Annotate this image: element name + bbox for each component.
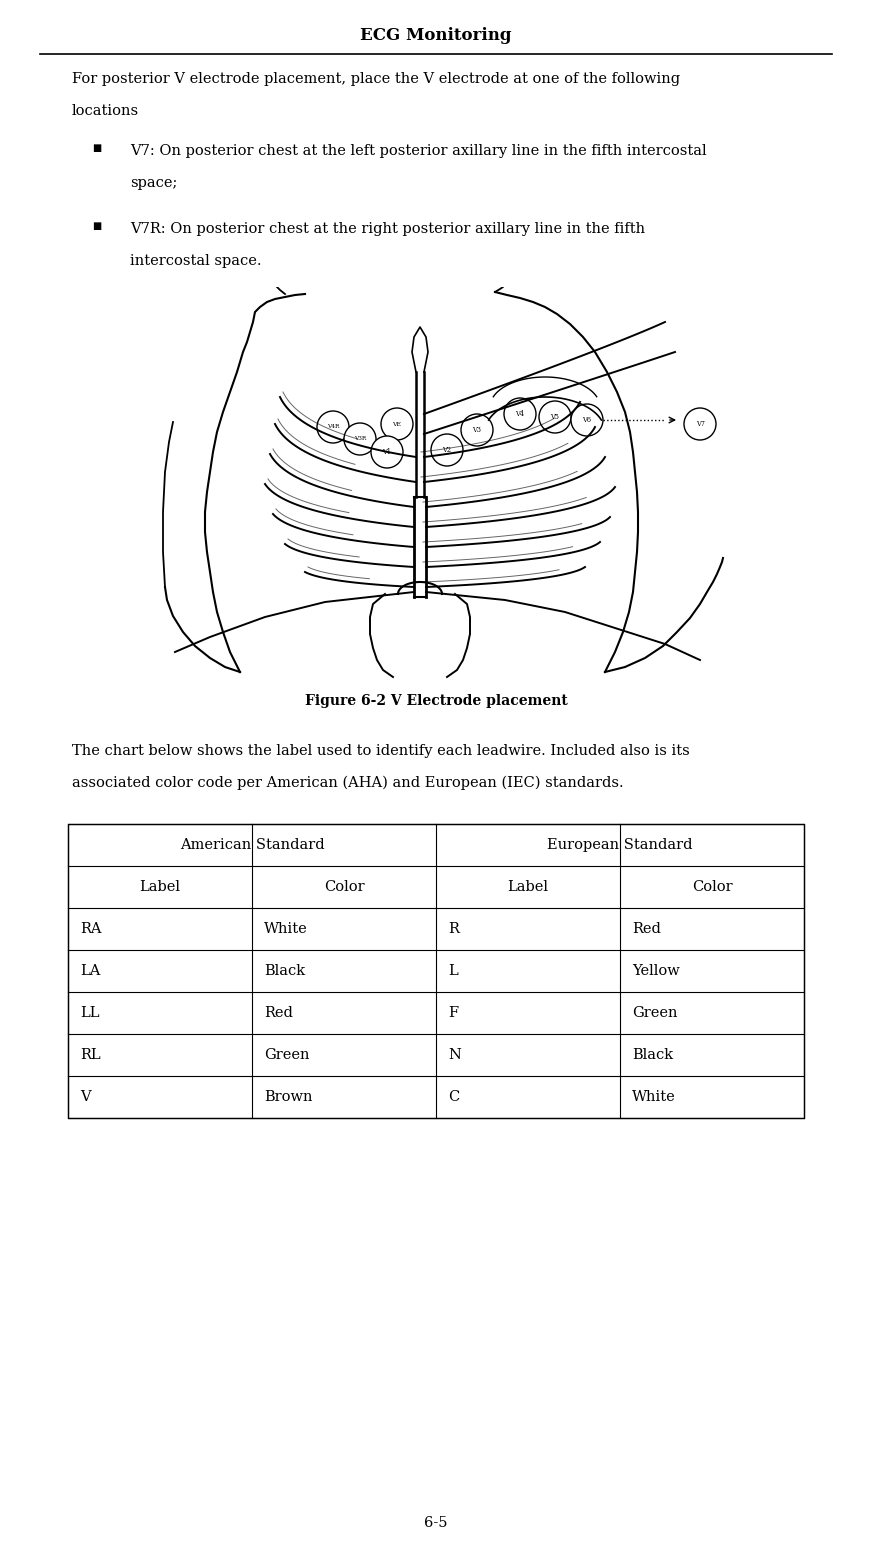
Text: Green: Green bbox=[264, 1048, 310, 1062]
Text: Green: Green bbox=[632, 1006, 678, 1020]
Circle shape bbox=[317, 411, 349, 442]
Circle shape bbox=[344, 424, 376, 455]
Text: Brown: Brown bbox=[264, 1090, 312, 1103]
Text: V4: V4 bbox=[515, 410, 525, 417]
Text: associated color code per American (AHA) and European (IEC) standards.: associated color code per American (AHA)… bbox=[72, 776, 623, 790]
Text: R: R bbox=[448, 922, 459, 936]
Text: White: White bbox=[264, 922, 308, 936]
Text: N: N bbox=[448, 1048, 461, 1062]
Bar bbox=[68, 824, 804, 1117]
Text: V2: V2 bbox=[442, 445, 452, 455]
Text: The chart below shows the label used to identify each leadwire. Included also is: The chart below shows the label used to … bbox=[72, 743, 690, 757]
Text: V: V bbox=[80, 1090, 91, 1103]
Text: Black: Black bbox=[264, 964, 305, 978]
Text: LA: LA bbox=[80, 964, 100, 978]
Text: Red: Red bbox=[632, 922, 661, 936]
Text: space;: space; bbox=[130, 175, 177, 189]
Text: Color: Color bbox=[691, 880, 732, 894]
Text: ■: ■ bbox=[92, 222, 101, 231]
Text: Black: Black bbox=[632, 1048, 673, 1062]
Text: V7R: On posterior chest at the right posterior axillary line in the fifth: V7R: On posterior chest at the right pos… bbox=[130, 222, 645, 236]
Text: Label: Label bbox=[508, 880, 548, 894]
Text: V7: V7 bbox=[696, 421, 705, 428]
Text: ECG Monitoring: ECG Monitoring bbox=[360, 26, 512, 43]
Text: V3: V3 bbox=[473, 425, 481, 435]
Text: LL: LL bbox=[80, 1006, 99, 1020]
Circle shape bbox=[371, 436, 403, 469]
Text: intercostal space.: intercostal space. bbox=[130, 255, 262, 268]
Text: V4R: V4R bbox=[327, 425, 339, 430]
Text: White: White bbox=[632, 1090, 676, 1103]
Circle shape bbox=[539, 400, 571, 433]
Text: C: C bbox=[448, 1090, 460, 1103]
Circle shape bbox=[461, 414, 493, 445]
Text: ■: ■ bbox=[92, 144, 101, 154]
Text: 6-5: 6-5 bbox=[425, 1516, 447, 1530]
Text: V3R: V3R bbox=[354, 436, 366, 441]
Circle shape bbox=[504, 397, 536, 430]
Text: F: F bbox=[448, 1006, 458, 1020]
Circle shape bbox=[684, 408, 716, 441]
Text: RA: RA bbox=[80, 922, 101, 936]
Text: Color: Color bbox=[324, 880, 364, 894]
Text: V5: V5 bbox=[550, 413, 560, 421]
Text: V7: On posterior chest at the left posterior axillary line in the fifth intercos: V7: On posterior chest at the left poste… bbox=[130, 144, 706, 158]
Circle shape bbox=[571, 404, 603, 436]
Text: Red: Red bbox=[264, 1006, 293, 1020]
Circle shape bbox=[381, 408, 413, 441]
Text: Label: Label bbox=[140, 880, 181, 894]
Text: European Standard: European Standard bbox=[548, 838, 692, 852]
Text: V1: V1 bbox=[383, 449, 392, 456]
Text: V6: V6 bbox=[582, 416, 591, 424]
Text: RL: RL bbox=[80, 1048, 100, 1062]
Text: VE: VE bbox=[392, 422, 401, 427]
Text: Figure 6-2 V Electrode placement: Figure 6-2 V Electrode placement bbox=[304, 694, 568, 708]
Text: L: L bbox=[448, 964, 458, 978]
Circle shape bbox=[431, 435, 463, 466]
Text: American Standard: American Standard bbox=[180, 838, 324, 852]
Text: For posterior V electrode placement, place the V electrode at one of the followi: For posterior V electrode placement, pla… bbox=[72, 71, 680, 85]
Text: Yellow: Yellow bbox=[632, 964, 680, 978]
Text: locations: locations bbox=[72, 104, 140, 118]
